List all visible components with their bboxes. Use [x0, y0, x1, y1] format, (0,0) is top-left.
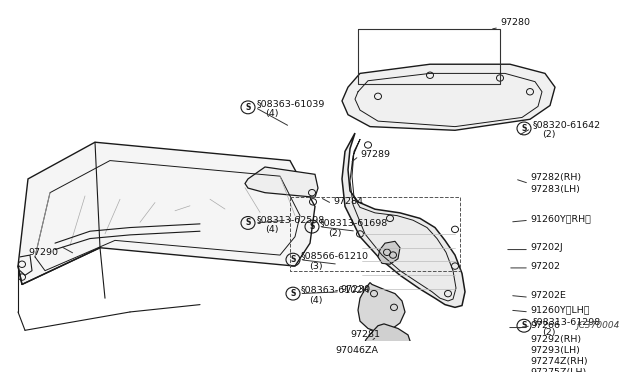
Polygon shape — [342, 133, 465, 307]
Polygon shape — [245, 167, 318, 197]
Text: (4): (4) — [309, 295, 323, 305]
Text: (2): (2) — [542, 130, 556, 140]
Text: 97292(RH): 97292(RH) — [530, 335, 581, 344]
Text: S: S — [522, 321, 527, 330]
Polygon shape — [360, 324, 412, 372]
Text: 97266: 97266 — [530, 321, 560, 330]
Text: 97293(LH): 97293(LH) — [530, 346, 580, 355]
Text: §08313-62598: §08313-62598 — [257, 215, 325, 224]
Text: 97290: 97290 — [28, 248, 58, 257]
Text: §08363-6102H: §08363-6102H — [301, 285, 371, 295]
Text: §08313-61298: §08313-61298 — [533, 318, 601, 327]
Text: §08566-61210: §08566-61210 — [301, 251, 369, 260]
Text: S: S — [291, 289, 296, 298]
Polygon shape — [342, 64, 555, 130]
Text: 97282(RH): 97282(RH) — [530, 173, 581, 182]
Text: (2): (2) — [542, 328, 556, 337]
Text: 97280: 97280 — [500, 19, 530, 28]
Text: S: S — [245, 218, 251, 227]
Text: (4): (4) — [265, 109, 278, 118]
Text: (2): (2) — [328, 228, 342, 238]
Text: 97230: 97230 — [340, 285, 370, 294]
Text: S: S — [291, 255, 296, 264]
Text: 97202: 97202 — [530, 262, 560, 270]
Text: S: S — [245, 103, 251, 112]
Text: 97275Z(LH): 97275Z(LH) — [530, 368, 586, 372]
Text: S: S — [309, 222, 315, 231]
Text: §08313-61698: §08313-61698 — [320, 218, 388, 227]
Text: 97046ZA: 97046ZA — [335, 346, 378, 355]
Text: 97202E: 97202E — [530, 291, 566, 300]
Text: 97274Z(RH): 97274Z(RH) — [530, 357, 588, 366]
Text: 97202J: 97202J — [530, 243, 563, 252]
Text: 91260Y〈RH〉: 91260Y〈RH〉 — [530, 214, 591, 223]
Polygon shape — [18, 142, 315, 285]
Text: 97283(LH): 97283(LH) — [530, 185, 580, 195]
Text: S: S — [522, 124, 527, 133]
Text: JC370004: JC370004 — [577, 321, 620, 330]
Text: (4): (4) — [265, 225, 278, 234]
Polygon shape — [378, 241, 400, 264]
Text: 97281: 97281 — [350, 330, 380, 339]
Text: §08320-61642: §08320-61642 — [533, 120, 601, 129]
Text: 97284: 97284 — [333, 198, 363, 206]
Text: 91260Y〈LH〉: 91260Y〈LH〉 — [530, 306, 589, 315]
Text: (3): (3) — [309, 262, 323, 270]
Polygon shape — [358, 283, 405, 332]
Text: §08363-61039: §08363-61039 — [257, 99, 325, 108]
Text: 97289: 97289 — [360, 150, 390, 158]
